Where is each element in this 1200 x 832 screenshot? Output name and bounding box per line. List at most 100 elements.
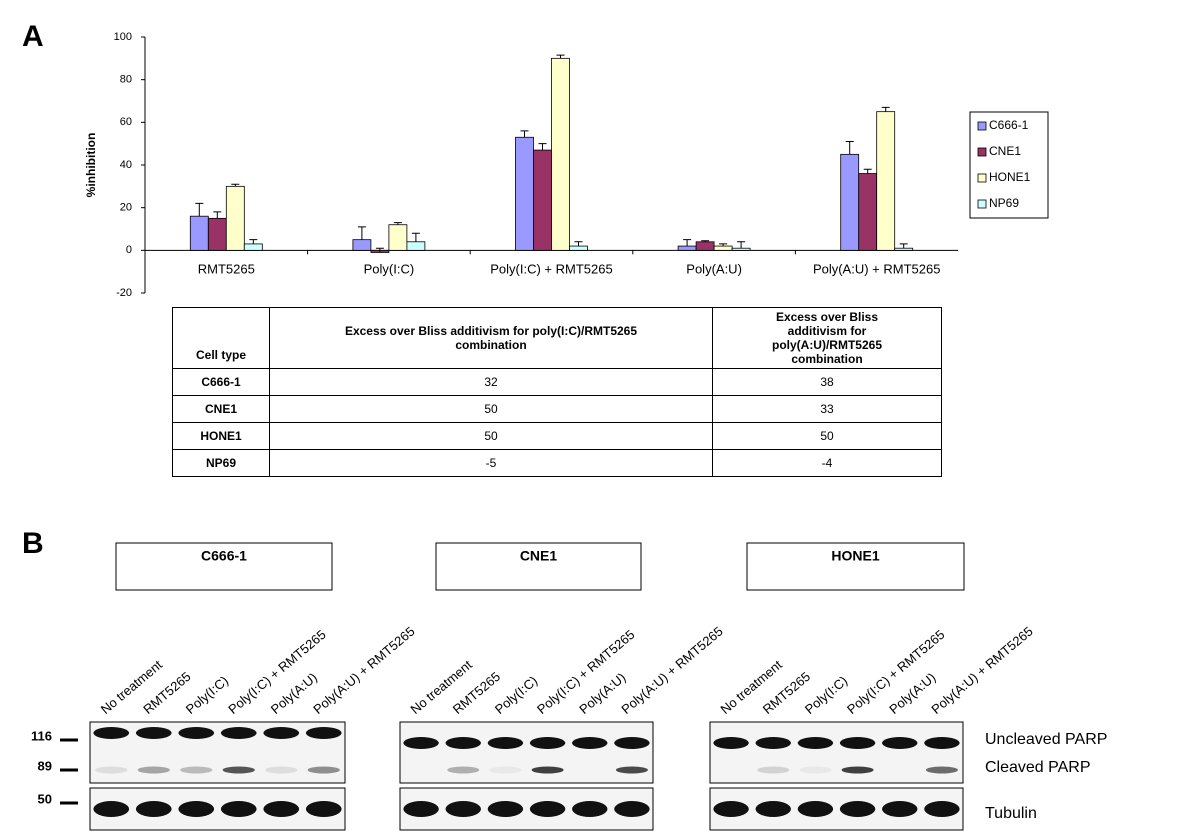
bar — [713, 245, 733, 251]
y-tick-label: 40 — [120, 159, 132, 171]
x-tick-label: Poly(A:U) + RMT5265 — [813, 261, 941, 276]
bar — [858, 173, 878, 251]
legend-label: HONE1 — [989, 170, 1031, 184]
y-tick-label: 20 — [120, 202, 132, 214]
blot-parp — [399, 721, 654, 784]
table-cell: C666-1 — [172, 368, 270, 396]
band-tubulin — [93, 801, 130, 817]
bar — [551, 57, 570, 251]
band-uncleaved — [220, 727, 257, 739]
band-uncleaved — [755, 737, 791, 749]
band-tubulin — [572, 801, 608, 817]
band-tubulin — [305, 801, 342, 817]
band-uncleaved — [445, 737, 481, 749]
marker-label: 116 — [31, 728, 52, 743]
band-cleaved — [180, 766, 213, 774]
band-uncleaved — [403, 737, 439, 749]
marker-label: 50 — [38, 791, 52, 806]
bar — [569, 245, 588, 251]
y-tick-label: 100 — [114, 31, 132, 43]
band-cleaved — [95, 766, 128, 774]
bar — [388, 224, 408, 251]
bar — [352, 239, 372, 251]
band-uncleaved — [305, 727, 342, 739]
error-bar — [249, 239, 258, 244]
band-label: Uncleaved PARP — [985, 731, 1107, 748]
band-tubulin — [797, 801, 834, 817]
table-header: Cell type — [172, 307, 270, 369]
error-bar — [357, 226, 366, 240]
table-cell: NP69 — [172, 449, 270, 477]
band-uncleaved — [135, 727, 172, 739]
legend-swatch — [977, 199, 987, 209]
band-uncleaved — [263, 727, 300, 739]
x-tick-label: Poly(I:C) — [364, 261, 415, 276]
band-uncleaved — [529, 737, 566, 749]
bar — [406, 241, 426, 251]
band-tubulin — [487, 801, 524, 817]
band-cleaved — [841, 766, 874, 774]
bar — [189, 215, 209, 251]
error-bar — [719, 243, 728, 247]
error-bar — [520, 130, 529, 138]
band-uncleaved — [924, 737, 960, 749]
band-tubulin — [403, 801, 439, 817]
group-box — [115, 542, 333, 591]
bar — [876, 111, 896, 251]
band-uncleaved — [614, 737, 650, 749]
error-bar — [375, 247, 384, 253]
table-cell: 33 — [712, 395, 942, 423]
band-cleaved — [489, 766, 522, 774]
bar — [731, 247, 751, 251]
band-uncleaved — [839, 737, 876, 749]
error-bar — [213, 211, 222, 219]
band-cleaved — [615, 766, 648, 774]
group-label: HONE1 — [831, 548, 879, 564]
legend-label: C666-1 — [989, 118, 1029, 132]
bar — [695, 241, 715, 251]
group-box — [746, 542, 965, 591]
legend-label: CNE1 — [989, 144, 1021, 158]
band-tubulin — [713, 801, 749, 817]
table-header: Excess over Bliss additivism for poly(A:… — [712, 307, 942, 369]
band-tubulin — [220, 801, 257, 817]
table-cell: -4 — [712, 449, 942, 477]
band-tubulin — [614, 801, 650, 817]
band-tubulin — [882, 801, 918, 817]
error-bar — [845, 141, 854, 155]
blot-tubulin — [89, 787, 346, 831]
group-label: CNE1 — [520, 548, 558, 564]
table-cell: -5 — [269, 449, 713, 477]
band-uncleaved — [487, 737, 524, 749]
band-label: Cleaved PARP — [985, 759, 1091, 776]
band-tubulin — [755, 801, 791, 817]
marker-label: 89 — [38, 758, 52, 773]
panel-label: B — [22, 527, 44, 560]
error-bar — [683, 239, 692, 247]
band-uncleaved — [178, 727, 215, 739]
error-bar — [556, 54, 565, 59]
error-bar — [863, 168, 872, 174]
blot-tubulin — [399, 787, 654, 831]
band-uncleaved — [713, 737, 749, 749]
error-bar — [393, 222, 402, 225]
error-bar — [411, 232, 420, 242]
panel-label: A — [22, 20, 44, 53]
error-bar — [538, 143, 547, 151]
blot-parp — [709, 721, 964, 784]
band-cleaved — [531, 766, 564, 774]
bar — [533, 149, 552, 251]
legend-swatch — [977, 147, 987, 157]
band-tubulin — [839, 801, 876, 817]
band-uncleaved — [882, 737, 918, 749]
group-label: C666-1 — [201, 548, 247, 564]
y-tick-label: 60 — [120, 116, 132, 128]
band-cleaved — [757, 766, 790, 774]
group-box — [435, 542, 642, 591]
x-tick-label: RMT5265 — [198, 261, 255, 276]
bliss-table: Cell type Excess over Bliss additivism f… — [172, 307, 942, 477]
band-cleaved — [137, 766, 170, 774]
table-cell: 32 — [269, 368, 713, 396]
